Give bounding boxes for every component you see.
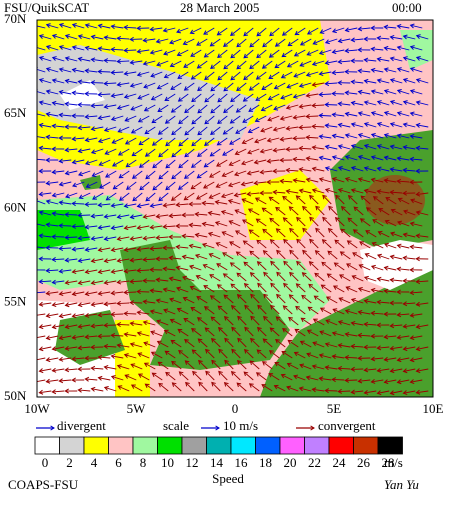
- colorbar-box: [60, 437, 85, 454]
- colorbar-box: [305, 437, 330, 454]
- wind-arrow: [325, 390, 337, 391]
- colorbar-label: 0: [42, 455, 49, 470]
- lon-label: 5E: [327, 401, 342, 416]
- convergent-label: convergent: [318, 418, 376, 433]
- wind-arrow: [319, 115, 331, 116]
- colorbar-box: [84, 437, 109, 454]
- wind-arrow: [72, 203, 84, 204]
- wind-arrow: [124, 292, 136, 293]
- lon-label: 5W: [127, 401, 147, 416]
- lat-label: 65N: [4, 105, 27, 120]
- colorbar-label: 2: [66, 455, 73, 470]
- wind-arrow: [104, 60, 116, 61]
- lon-label: 0: [232, 401, 239, 416]
- wind-arrow: [117, 324, 129, 325]
- lat-label: 70N: [4, 11, 27, 26]
- colorbar-box: [182, 437, 207, 454]
- wind-arrow: [332, 379, 344, 380]
- colorbar-label: 6: [115, 455, 122, 470]
- colorbar-box: [207, 437, 232, 454]
- colorbar-box: [158, 437, 183, 454]
- time-title: 00:00: [392, 0, 422, 15]
- colorbar-box: [35, 437, 60, 454]
- colorbar-label: 12: [186, 455, 199, 470]
- date-title: 28 March 2005: [180, 0, 259, 15]
- colorbar-box: [231, 437, 256, 454]
- scale-value: 10 m/s: [223, 418, 258, 433]
- wind-arrow: [72, 226, 84, 227]
- colorbar-label: 8: [140, 455, 147, 470]
- colorbar-label: 26: [357, 455, 371, 470]
- footer-right: Yan Yu: [384, 477, 419, 492]
- wind-arrow: [306, 116, 318, 117]
- wind-arrow: [117, 303, 129, 304]
- wind-arrow: [124, 313, 136, 314]
- colorbar-label: 18: [259, 455, 272, 470]
- colorbar-box: [109, 437, 134, 454]
- lat-label: 60N: [4, 199, 27, 214]
- wind-arrow: [65, 214, 77, 215]
- colorbar-box: [280, 437, 305, 454]
- lon-label: 10W: [24, 401, 50, 416]
- colorbar-label: 16: [235, 455, 249, 470]
- colorbar-title: Speed: [212, 471, 244, 486]
- colorbar-label: 4: [91, 455, 98, 470]
- divergent-label: divergent: [57, 418, 106, 433]
- colorbar-label: 22: [308, 455, 321, 470]
- colorbar-label: 24: [333, 455, 347, 470]
- colorbar-box: [256, 437, 281, 454]
- colorbar-label: 20: [284, 455, 297, 470]
- colorbar-box: [133, 437, 158, 454]
- lon-label: 10E: [423, 401, 444, 416]
- scale-label: scale: [163, 418, 189, 433]
- wind-arrow: [124, 50, 136, 51]
- colorbar-box: [354, 437, 379, 454]
- colorbar-label: 10: [161, 455, 174, 470]
- wind-arrow: [65, 237, 77, 238]
- colorbar-box: [329, 437, 354, 454]
- map-area: [33, 20, 433, 397]
- lat-label: 55N: [4, 294, 27, 309]
- footer-left: COAPS-FSU: [8, 477, 79, 492]
- colorbar-box: [378, 437, 403, 454]
- colorbar-unit: m/s: [384, 455, 403, 470]
- wind-arrow: [299, 127, 311, 128]
- wind-arrow: [111, 49, 123, 50]
- colorbar-label: 14: [210, 455, 224, 470]
- wind-arrow: [117, 61, 129, 62]
- wind-arrow: [338, 391, 350, 392]
- wind-arrow: [325, 104, 337, 105]
